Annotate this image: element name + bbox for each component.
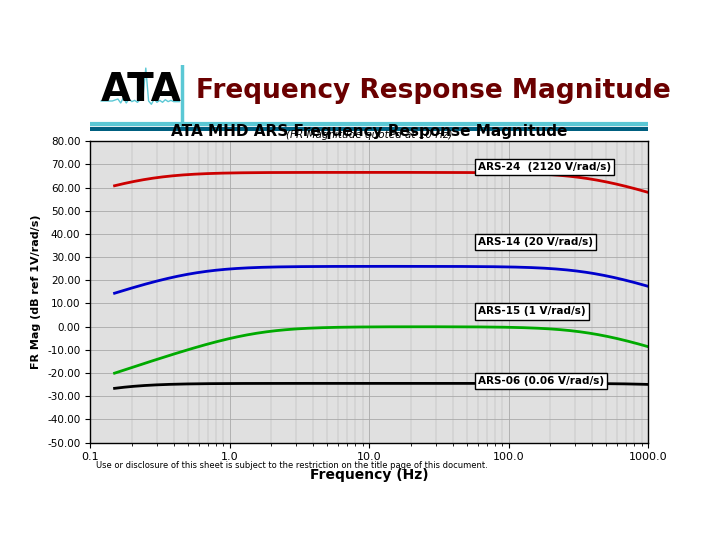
Text: ARS-15 (1 V/rad/s): ARS-15 (1 V/rad/s)	[478, 307, 585, 316]
Text: ARS-14 (20 V/rad/s): ARS-14 (20 V/rad/s)	[478, 237, 593, 247]
X-axis label: Frequency (Hz): Frequency (Hz)	[310, 468, 428, 482]
Text: ARS-24  (2120 V/rad/s): ARS-24 (2120 V/rad/s)	[478, 162, 611, 172]
Text: ARS-06 (0.06 V/rad/s): ARS-06 (0.06 V/rad/s)	[478, 376, 604, 386]
Text: Frequency Response Magnitude: Frequency Response Magnitude	[196, 78, 671, 104]
Y-axis label: FR Mag (dB ref 1V/rad/s): FR Mag (dB ref 1V/rad/s)	[32, 214, 42, 369]
Text: Use or disclosure of this sheet is subject to the restriction on the title page : Use or disclosure of this sheet is subje…	[96, 461, 487, 470]
Text: ATA: ATA	[101, 71, 182, 109]
Title: ATA MHD ARS Frequency Response Magnitude: ATA MHD ARS Frequency Response Magnitude	[171, 124, 567, 139]
Text: (FR Magnitude quoted at 10 Hz): (FR Magnitude quoted at 10 Hz)	[286, 130, 452, 140]
